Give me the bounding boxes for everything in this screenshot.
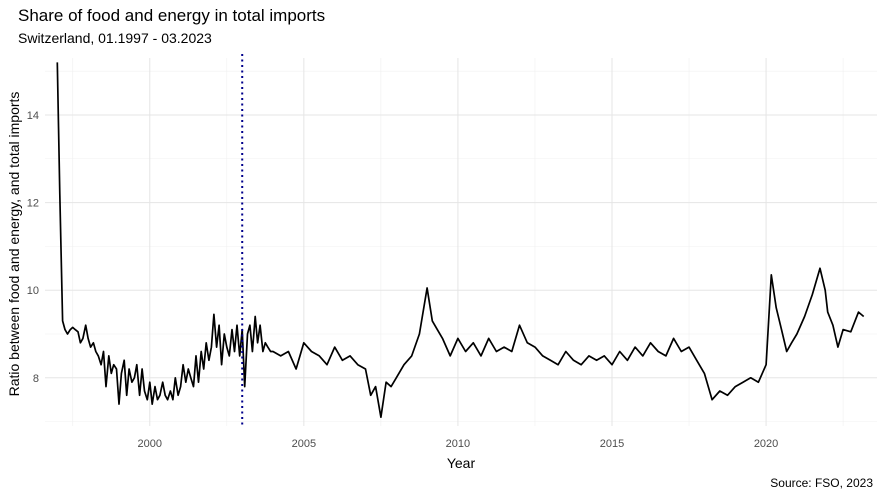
- source-caption: Source: FSO, 2023: [770, 476, 873, 490]
- y-tick-label: 12: [27, 198, 39, 210]
- grid: [45, 58, 877, 426]
- chart-title: Share of food and energy in total import…: [18, 6, 326, 25]
- x-tick-label: 2010: [446, 438, 470, 450]
- x-tick-label: 2015: [600, 438, 624, 450]
- series-layer: [56, 54, 865, 426]
- x-tick-label: 2020: [754, 438, 778, 450]
- y-tick-label: 10: [27, 285, 39, 297]
- x-tick-label: 2000: [138, 438, 162, 450]
- x-axis-title: Year: [447, 455, 476, 471]
- tick-labels: 2000 2005 2010 2015 2020 8 10 12 14: [27, 110, 779, 450]
- y-axis-title: Ratio between food and energy, and total…: [6, 92, 22, 397]
- x-tick-label: 2005: [292, 438, 316, 450]
- chart-subtitle: Switzerland, 01.1997 - 03.2023: [18, 30, 212, 46]
- series-line: [56, 62, 865, 419]
- y-tick-label: 8: [33, 373, 39, 385]
- y-tick-label: 14: [27, 110, 39, 122]
